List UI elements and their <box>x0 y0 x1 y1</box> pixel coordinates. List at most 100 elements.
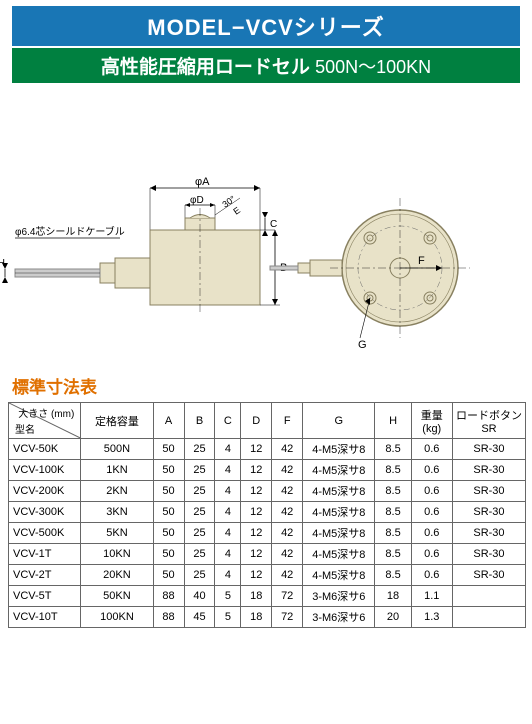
value-cell: 12 <box>241 439 272 460</box>
model-cell: VCV-2T <box>9 565 81 586</box>
value-cell: SR-30 <box>452 439 525 460</box>
table-row: VCV-10T100KN8845518723-M6深サ6201.3 <box>9 607 526 628</box>
value-cell: 4-M5深サ8 <box>303 544 375 565</box>
value-cell: 42 <box>272 565 303 586</box>
value-cell: 2KN <box>81 481 153 502</box>
value-cell: 40 <box>184 586 215 607</box>
value-cell: 8.5 <box>375 502 411 523</box>
col-header: B <box>184 403 215 439</box>
value-cell: 42 <box>272 460 303 481</box>
value-cell: 42 <box>272 481 303 502</box>
value-cell: 72 <box>272 586 303 607</box>
label-F: F <box>418 255 425 267</box>
model-cell: VCV-10T <box>9 607 81 628</box>
value-cell: 1.1 <box>411 586 452 607</box>
value-cell: 1KN <box>81 460 153 481</box>
value-cell: 25 <box>184 481 215 502</box>
value-cell: 8.5 <box>375 439 411 460</box>
value-cell: 25 <box>184 544 215 565</box>
value-cell: 4 <box>215 502 241 523</box>
value-cell: 4-M5深サ8 <box>303 481 375 502</box>
subtitle-bar: 高性能圧縮用ロードセル 500N〜100KN <box>12 48 520 83</box>
value-cell: 72 <box>272 607 303 628</box>
value-cell <box>452 586 525 607</box>
value-cell: 3-M6深サ6 <box>303 586 375 607</box>
value-cell: SR-30 <box>452 565 525 586</box>
value-cell: 12 <box>241 481 272 502</box>
value-cell: 12 <box>241 460 272 481</box>
label-phiA: φA <box>195 176 210 188</box>
value-cell: 4-M5深サ8 <box>303 460 375 481</box>
col-header: ロードボタンSR <box>452 403 525 439</box>
model-cell: VCV-300K <box>9 502 81 523</box>
value-cell: 12 <box>241 544 272 565</box>
value-cell: 4 <box>215 544 241 565</box>
table-row: VCV-100K1KN5025412424-M5深サ88.50.6SR-30 <box>9 460 526 481</box>
model-cell: VCV-5T <box>9 586 81 607</box>
model-cell: VCV-1T <box>9 544 81 565</box>
col-header: H <box>375 403 411 439</box>
value-cell: 50KN <box>81 586 153 607</box>
section-title: 標準寸法表 <box>12 373 532 398</box>
value-cell: 0.6 <box>411 523 452 544</box>
value-cell: SR-30 <box>452 523 525 544</box>
diagram-area: φ6.4芯シールドケーブル φA φD 30° E <box>0 83 532 363</box>
value-cell: 10KN <box>81 544 153 565</box>
value-cell: 25 <box>184 460 215 481</box>
col-header: 重量(kg) <box>411 403 452 439</box>
label-G: G <box>358 339 367 351</box>
value-cell: 25 <box>184 439 215 460</box>
value-cell: 100KN <box>81 607 153 628</box>
value-cell: 4-M5深サ8 <box>303 523 375 544</box>
value-cell: 4-M5深サ8 <box>303 502 375 523</box>
table-row: VCV-50K500N5025412424-M5深サ88.50.6SR-30 <box>9 439 526 460</box>
value-cell: 8.5 <box>375 481 411 502</box>
table-row: VCV-2T20KN5025412424-M5深サ88.50.6SR-30 <box>9 565 526 586</box>
value-cell: 18 <box>375 586 411 607</box>
model-cell: VCV-500K <box>9 523 81 544</box>
value-cell: 4 <box>215 481 241 502</box>
value-cell: 88 <box>153 607 184 628</box>
model-cell: VCV-50K <box>9 439 81 460</box>
value-cell: 0.6 <box>411 481 452 502</box>
col-header: C <box>215 403 241 439</box>
value-cell: 1.3 <box>411 607 452 628</box>
value-cell: 50 <box>153 544 184 565</box>
value-cell: 4 <box>215 565 241 586</box>
value-cell: 25 <box>184 565 215 586</box>
title-bar: MODEL−VCVシリーズ <box>12 6 520 46</box>
value-cell: 42 <box>272 439 303 460</box>
value-cell: SR-30 <box>452 502 525 523</box>
value-cell: 5 <box>215 607 241 628</box>
value-cell: 18 <box>241 607 272 628</box>
subtitle-sub: 500N〜100KN <box>315 57 431 77</box>
value-cell: 5 <box>215 586 241 607</box>
value-cell: 3-M6深サ6 <box>303 607 375 628</box>
value-cell: 4-M5深サ8 <box>303 439 375 460</box>
value-cell: 25 <box>184 523 215 544</box>
value-cell: 50 <box>153 460 184 481</box>
value-cell: 8.5 <box>375 460 411 481</box>
value-cell: SR-30 <box>452 544 525 565</box>
title-text: MODEL−VCVシリーズ <box>147 15 384 40</box>
col-header: A <box>153 403 184 439</box>
value-cell: 50 <box>153 502 184 523</box>
value-cell: 0.6 <box>411 439 452 460</box>
value-cell: 42 <box>272 544 303 565</box>
value-cell: 0.6 <box>411 502 452 523</box>
label-H: H <box>0 258 5 269</box>
table-row: VCV-5T50KN8840518723-M6深サ6181.1 <box>9 586 526 607</box>
model-cell: VCV-100K <box>9 460 81 481</box>
spec-table: 大きさ (mm) 型名 定格容量ABCDFGH重量(kg)ロードボタンSR VC… <box>8 402 526 628</box>
value-cell: 45 <box>184 607 215 628</box>
label-phiD: φD <box>190 195 204 206</box>
value-cell: 50 <box>153 481 184 502</box>
label-E: E <box>231 205 242 217</box>
value-cell: 42 <box>272 523 303 544</box>
value-cell: 4 <box>215 460 241 481</box>
value-cell: 4 <box>215 523 241 544</box>
value-cell: SR-30 <box>452 481 525 502</box>
value-cell: 18 <box>241 586 272 607</box>
col-header: 定格容量 <box>81 403 153 439</box>
value-cell: 500N <box>81 439 153 460</box>
